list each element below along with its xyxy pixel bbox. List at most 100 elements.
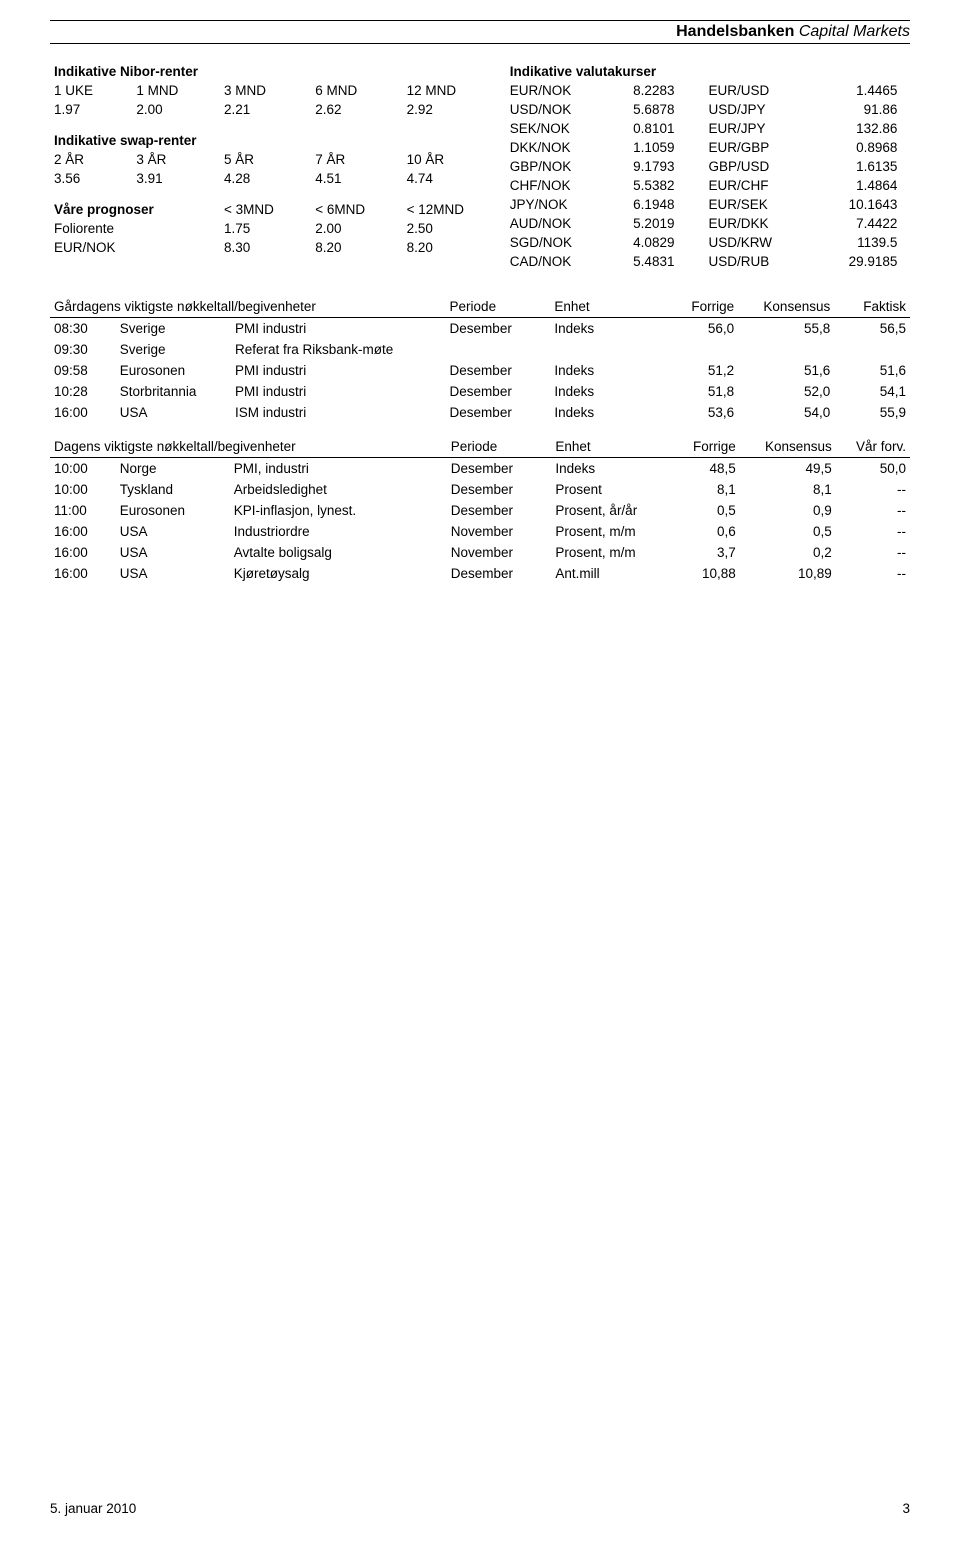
fx-row: SGD/NOK4.0829USD/KRW1139.5 — [506, 233, 902, 252]
nibor-h4: 12 MND — [403, 81, 506, 100]
event-time: 09:30 — [50, 339, 116, 360]
fx-row: EUR/NOK8.2283EUR/USD1.4465 — [506, 81, 902, 100]
fx-pair: SEK/NOK — [506, 119, 607, 138]
event-unit: Prosent, m/m — [551, 542, 664, 563]
fx-row: GBP/NOK9.1793GBP/USD1.6135 — [506, 157, 902, 176]
fx-pair: EUR/SEK — [678, 195, 819, 214]
brand-bold: Handelsbanken — [676, 23, 794, 40]
event-country: Storbritannia — [116, 381, 231, 402]
event-act: 56,5 — [834, 318, 910, 340]
event-cons: 51,6 — [738, 360, 834, 381]
event-row: 09:58EurosonenPMI industriDesemberIndeks… — [50, 360, 910, 381]
prog-r1-label: EUR/NOK — [50, 238, 220, 257]
evy-c4: Faktisk — [834, 289, 910, 318]
event-cons: 54,0 — [738, 402, 834, 423]
fx-pair: EUR/NOK — [506, 81, 607, 100]
fx-pair: JPY/NOK — [506, 195, 607, 214]
events-yesterday-table: Gårdagens viktigste nøkkeltall/begivenhe… — [50, 289, 910, 423]
swap-title: Indikative swap-renter — [50, 131, 506, 150]
event-prev: 8,1 — [664, 479, 740, 500]
event-period: November — [447, 542, 552, 563]
fx-pair: SGD/NOK — [506, 233, 607, 252]
event-period — [446, 339, 551, 360]
nibor-v1: 2.00 — [132, 100, 220, 119]
event-name: Referat fra Riksbank-møte — [231, 339, 446, 360]
event-cons: 10,89 — [740, 563, 836, 584]
fx-table: Indikative valutakurser EUR/NOK8.2283EUR… — [506, 62, 902, 271]
event-name: Arbeidsledighet — [230, 479, 447, 500]
fx-val: 6.1948 — [607, 195, 678, 214]
event-time: 08:30 — [50, 318, 116, 340]
evt-c3: Konsensus — [740, 429, 836, 458]
prog-r1-v2: 8.20 — [403, 238, 506, 257]
evt-c2: Forrige — [664, 429, 740, 458]
event-cons: 52,0 — [738, 381, 834, 402]
fx-row: JPY/NOK6.1948EUR/SEK10.1643 — [506, 195, 902, 214]
event-name: Kjøretøysalg — [230, 563, 447, 584]
swap-h0: 2 ÅR — [50, 150, 132, 169]
fx-row: DKK/NOK1.1059EUR/GBP0.8968 — [506, 138, 902, 157]
event-prev — [662, 339, 738, 360]
event-country: Norge — [116, 458, 230, 480]
event-prev: 51,8 — [662, 381, 738, 402]
nibor-v4: 2.92 — [403, 100, 506, 119]
event-act: -- — [836, 479, 910, 500]
event-period: Desember — [446, 318, 551, 340]
event-period: Desember — [447, 563, 552, 584]
nibor-title: Indikative Nibor-renter — [50, 62, 506, 81]
event-act: 54,1 — [834, 381, 910, 402]
prog-r0-v1: 2.00 — [311, 219, 402, 238]
event-period: Desember — [446, 381, 551, 402]
swap-h1: 3 ÅR — [132, 150, 220, 169]
fx-val: 8.2283 — [607, 81, 678, 100]
event-unit: Prosent — [551, 479, 664, 500]
event-time: 16:00 — [50, 542, 116, 563]
event-period: Desember — [446, 360, 551, 381]
fx-val: 0.8968 — [819, 138, 901, 157]
event-country: Eurosonen — [116, 500, 230, 521]
fx-title: Indikative valutakurser — [506, 62, 902, 81]
nibor-h3: 6 MND — [311, 81, 402, 100]
fx-pair: EUR/JPY — [678, 119, 819, 138]
event-prev: 51,2 — [662, 360, 738, 381]
event-row: 09:30SverigeReferat fra Riksbank-møte — [50, 339, 910, 360]
event-time: 09:58 — [50, 360, 116, 381]
event-cons: 55,8 — [738, 318, 834, 340]
event-prev: 48,5 — [664, 458, 740, 480]
fx-pair: CHF/NOK — [506, 176, 607, 195]
fx-row: AUD/NOK5.2019EUR/DKK7.4422 — [506, 214, 902, 233]
event-time: 11:00 — [50, 500, 116, 521]
event-act: -- — [836, 521, 910, 542]
events-today-title: Dagens viktigste nøkkeltall/begivenheter — [50, 429, 447, 458]
event-name: PMI, industri — [230, 458, 447, 480]
evt-c1: Enhet — [551, 429, 664, 458]
event-country: Sverige — [116, 339, 231, 360]
fx-row: CAD/NOK5.4831USD/RUB29.9185 — [506, 252, 902, 271]
evy-c1: Enhet — [550, 289, 662, 318]
event-period: Desember — [446, 402, 551, 423]
event-period: November — [447, 521, 552, 542]
event-row: 16:00USAKjøretøysalgDesemberAnt.mill10,8… — [50, 563, 910, 584]
prog-h0: < 3MND — [220, 200, 311, 219]
swap-v4: 4.74 — [403, 169, 506, 188]
event-time: 10:00 — [50, 458, 116, 480]
prognoser-title: Våre prognoser — [50, 200, 220, 219]
prog-r0-v0: 1.75 — [220, 219, 311, 238]
event-name: Avtalte boligsalg — [230, 542, 447, 563]
brand-light: Capital Markets — [799, 23, 910, 40]
event-unit: Prosent, år/år — [551, 500, 664, 521]
fx-val: 1.6135 — [819, 157, 901, 176]
page-footer: 5. januar 2010 3 — [50, 1501, 910, 1516]
fx-val: 1.4465 — [819, 81, 901, 100]
fx-pair: EUR/USD — [678, 81, 819, 100]
evy-c3: Konsensus — [738, 289, 834, 318]
event-prev: 3,7 — [664, 542, 740, 563]
nibor-v0: 1.97 — [50, 100, 132, 119]
fx-pair: USD/JPY — [678, 100, 819, 119]
event-cons: 0,2 — [740, 542, 836, 563]
swap-v1: 3.91 — [132, 169, 220, 188]
event-row: 10:00TysklandArbeidsledighetDesemberPros… — [50, 479, 910, 500]
event-prev: 56,0 — [662, 318, 738, 340]
fx-val: 1.1059 — [607, 138, 678, 157]
event-country: Sverige — [116, 318, 231, 340]
